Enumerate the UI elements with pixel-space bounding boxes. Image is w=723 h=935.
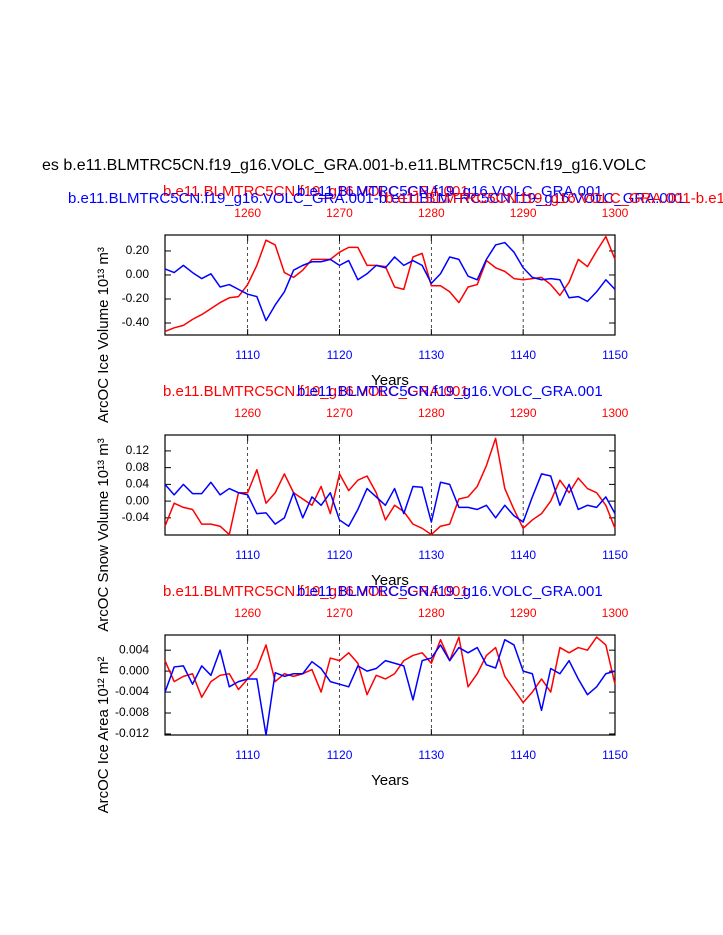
- x-tick-label: 1140: [510, 748, 536, 762]
- series-name: b.e11.BLMTRC5CN.f19_g16.VOLC_GRA.001: [163, 583, 469, 600]
- x2-tick-label: 1290: [510, 406, 537, 420]
- plot-frame: [164, 634, 616, 736]
- y-tick-label: 0.004: [119, 642, 149, 656]
- y-tick-label: 0.20: [126, 243, 150, 257]
- y-axis-label: ArcOC Ice Volume 10¹³ m³: [95, 247, 112, 423]
- plot-frame: [164, 234, 616, 336]
- x-tick-label: 1110: [235, 548, 260, 562]
- x2-tick-label: 1280: [418, 206, 445, 220]
- y-tick-label: -0.012: [115, 726, 149, 740]
- series-line: [164, 636, 616, 704]
- x2-tick-label: 1270: [326, 606, 353, 620]
- x-axis-label: Years: [371, 372, 409, 389]
- series-name: b.e11.BLMTRC5CN.f19_g16.VOLC_GRA.001: [163, 383, 469, 400]
- y-tick-label: -0.20: [122, 291, 150, 305]
- figure-title: es b.e11.BLMTRC5CN.f19_g16.VOLC_GRA.001-…: [42, 157, 646, 174]
- x2-tick-label: 1270: [326, 406, 353, 420]
- x2-tick-label: 1290: [510, 606, 537, 620]
- x2-tick-label: 1300: [602, 406, 629, 420]
- panel-title: b.e11.BLMTRC5CN.f19_g16.VOLC_GRA.001-b.e…: [385, 190, 723, 207]
- x2-tick-label: 1300: [602, 606, 629, 620]
- y-tick-label: 0.08: [126, 460, 150, 474]
- y-axis-label: ArcOC Ice Area 10¹² m²: [95, 657, 112, 814]
- x-axis-label: Years: [371, 572, 409, 589]
- y-tick-label: 0.00: [126, 267, 150, 281]
- x-tick-label: 1130: [418, 748, 444, 762]
- y-tick-label: -0.008: [115, 705, 149, 719]
- panel-title: b.e11.BLMTRC5CN.f19_g16.VOLC_GRA.001-b.e…: [68, 190, 684, 207]
- x2-tick-label: 1300: [602, 206, 629, 220]
- y-axis-label: ArcOC Snow Volume 10¹³ m³: [95, 438, 112, 631]
- series-line: [164, 638, 616, 736]
- x2-tick-label: 1260: [234, 206, 261, 220]
- x-axis-label: Years: [371, 772, 409, 789]
- x-tick-label: 1120: [327, 348, 353, 362]
- x2-tick-label: 1280: [418, 606, 445, 620]
- x-tick-label: 1150: [602, 748, 628, 762]
- series-name: b.e11.BLMTRC5CN.f19_g16.VOLC_GRA.001: [163, 183, 469, 200]
- x-tick-label: 1150: [602, 348, 628, 362]
- y-tick-label: 0.12: [126, 443, 150, 457]
- series-name: b.e11.BLMTRC5CN.f19_g16.VOLC_GRA.001: [297, 583, 603, 600]
- series-line: [164, 241, 616, 322]
- x2-tick-label: 1260: [234, 406, 261, 420]
- y-tick-label: -0.40: [122, 315, 150, 329]
- series-name: b.e11.BLMTRC5CN.f19_g16.VOLC_GRA.001: [297, 383, 603, 400]
- x-tick-label: 1130: [418, 348, 444, 362]
- x-tick-label: 1120: [327, 748, 353, 762]
- x-tick-label: 1110: [235, 748, 260, 762]
- x2-tick-label: 1280: [418, 406, 445, 420]
- x-tick-label: 1140: [510, 548, 536, 562]
- y-tick-label: 0.00: [126, 493, 150, 507]
- series-line: [164, 235, 616, 333]
- x2-tick-label: 1290: [510, 206, 537, 220]
- y-tick-label: -0.004: [115, 684, 149, 698]
- x-tick-label: 1140: [510, 348, 536, 362]
- y-tick-label: -0.04: [122, 510, 150, 524]
- x2-tick-label: 1260: [234, 606, 261, 620]
- y-tick-label: 0.04: [126, 477, 150, 491]
- y-tick-label: 0.000: [119, 663, 149, 677]
- x-tick-label: 1130: [418, 548, 444, 562]
- x-tick-label: 1120: [327, 548, 353, 562]
- series-name: b.e11.BLMTRC5CN.f19_g16.VOLC_GRA.001: [297, 183, 603, 200]
- x2-tick-label: 1270: [326, 206, 353, 220]
- x-tick-label: 1150: [602, 548, 628, 562]
- series-line: [164, 473, 616, 527]
- x-tick-label: 1110: [235, 348, 260, 362]
